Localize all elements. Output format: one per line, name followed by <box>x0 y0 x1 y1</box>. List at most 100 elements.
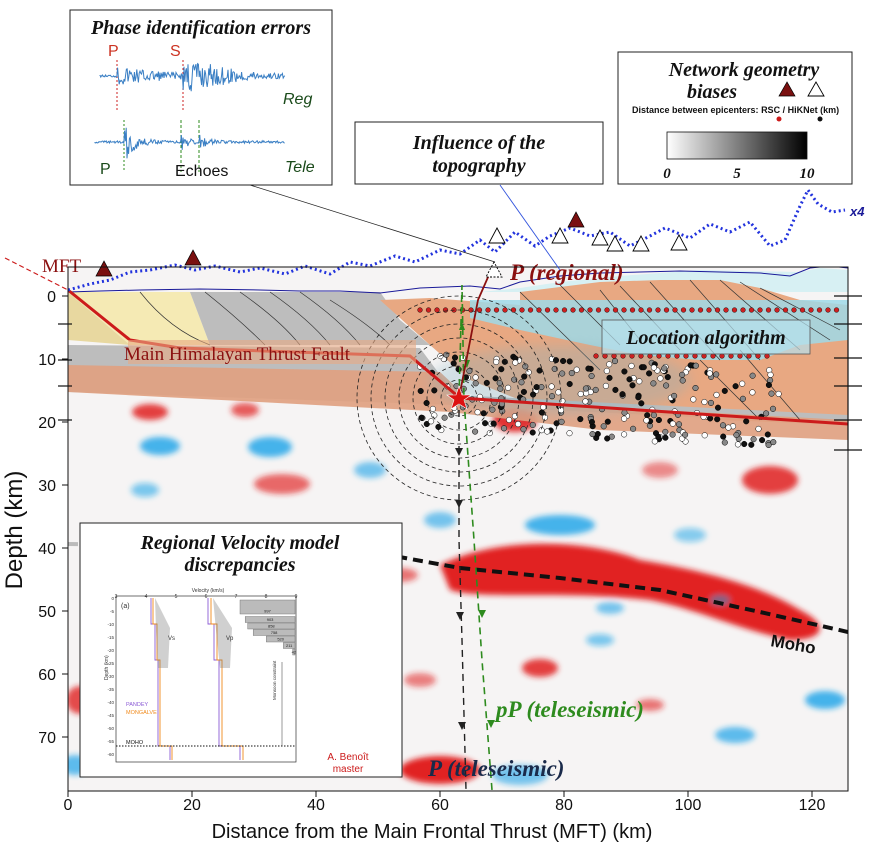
rsc-epicenter-dot <box>578 307 585 313</box>
legend-hiknet: HiKNet <box>788 105 818 115</box>
hypocenter-dot <box>767 371 774 378</box>
hypocenter-dot <box>529 429 536 436</box>
rsc-epicenter-dot <box>638 307 644 313</box>
hypocenter-dot <box>451 354 459 361</box>
hypocenter-dot <box>588 372 595 380</box>
hypocenter-dot <box>559 370 566 377</box>
inset-depth-tick: 0 <box>111 596 114 601</box>
hypocenter-dot <box>692 362 699 369</box>
y-tick-label: 10 <box>38 352 56 369</box>
inset-bar <box>252 629 296 636</box>
pp-teleseismic-ray <box>458 284 493 791</box>
velocity-title-line2: discrepancies <box>184 554 295 576</box>
hypocenter-dot <box>512 359 519 366</box>
inset-depth-tick: -35 <box>107 687 114 692</box>
hypocenter-dot <box>506 416 513 423</box>
rsc-epicenter-dot <box>595 307 602 313</box>
hypocenter-dot <box>743 418 750 425</box>
hypocenter-dot <box>540 404 547 411</box>
hypocenter-dot <box>768 390 775 397</box>
station-hiknet-triangle <box>606 235 624 252</box>
hypocenter-dot <box>651 438 658 445</box>
inset-depth-tick: -5 <box>110 609 114 614</box>
rsc-epicenter-dot <box>774 307 780 313</box>
hypocenter-dot <box>582 385 589 392</box>
x-tick-label: 20 <box>183 797 201 814</box>
topo-scale-label: x4 <box>849 204 865 219</box>
hypocenter-dot <box>518 379 525 386</box>
rsc-epicenter-dot <box>570 307 576 313</box>
hypocenter-dot <box>663 382 670 389</box>
hypocenter-dot <box>739 380 746 387</box>
inset-bar-value: 758 <box>271 630 278 635</box>
x-tick-label: 0 <box>64 797 73 814</box>
phase-p-regional: P <box>108 43 119 60</box>
hypocenter-dot <box>669 420 676 427</box>
mht-label: Main Himalayan Thrust Fault <box>124 344 351 365</box>
teleseismic-tag: Tele <box>285 159 315 176</box>
inset-bar-value: 903 <box>267 617 274 622</box>
svg-text:Vp: Vp <box>226 636 234 642</box>
hypocenter-dot <box>521 373 528 380</box>
rsc-epicenter-dot <box>553 307 559 313</box>
rsc-epicenter-dot <box>731 307 738 313</box>
hypocenter-dot <box>480 410 487 417</box>
hypocenter-dot <box>765 381 772 389</box>
hypocenter-dot <box>657 375 664 382</box>
rsc-epicenter-dot <box>417 307 423 313</box>
hypocenter-dot <box>734 441 741 448</box>
hypocenter-dot <box>498 366 505 373</box>
hypocenter-dot <box>748 441 755 448</box>
hypocenter-dot <box>714 416 721 423</box>
hypocenter-dot <box>482 420 489 427</box>
x-axis-label: Distance from the Main Frontal Thrust (M… <box>212 821 653 843</box>
hypocenter-dot <box>423 420 430 428</box>
rsc-epicenter-dot <box>765 307 772 313</box>
hypocenter-dot <box>679 377 686 384</box>
hiknet-station-icon <box>807 81 825 97</box>
vs-spread <box>155 598 170 668</box>
inset-bar-value: 211 <box>286 643 293 648</box>
inset-depth-tick: -10 <box>107 622 114 627</box>
rsc-epicenter-dot <box>714 307 721 313</box>
hypocenter-dot <box>538 409 545 416</box>
rsc-epicenter-dot <box>833 307 840 313</box>
hypocenter-dot <box>520 388 527 395</box>
regional-tag: Reg <box>283 91 312 108</box>
hypocenter-dot <box>511 376 518 383</box>
hypocenter-dot <box>675 421 683 428</box>
network-title-line1: Network geometry <box>668 59 820 81</box>
hypocenter-dot <box>629 382 636 389</box>
hypocenter-dot <box>662 428 669 435</box>
hypocenter-dot <box>423 399 430 407</box>
y-tick-label: 0 <box>47 289 56 306</box>
hypocenter-dot <box>650 380 657 387</box>
hypocenter-dot <box>638 400 645 407</box>
rsc-epicenter-dot <box>425 307 432 313</box>
distance-colorbar <box>666 131 808 160</box>
hypocenter-dot <box>604 435 611 442</box>
rsc-epicenter-dot <box>740 307 746 313</box>
rsc-epicenter-dot <box>502 307 508 313</box>
hypocenter-dot <box>739 395 746 402</box>
rsc-epicenter-dot <box>510 307 517 313</box>
hypocenter-dot <box>418 414 425 421</box>
hypocenter-dot <box>765 441 772 449</box>
hypocenter-dot <box>636 378 643 385</box>
hypocenter-dot <box>551 365 558 372</box>
hypocenter-dot <box>582 398 589 405</box>
phase-p-teleseismic: P <box>100 161 111 178</box>
station-hiknet-triangle <box>485 261 503 278</box>
hypocenter-dot <box>621 409 628 416</box>
topography-surface <box>68 267 848 294</box>
hypocenter-dot <box>559 397 566 405</box>
rsc-epicenter-dot <box>612 307 619 313</box>
hypocenter-dot <box>770 439 777 446</box>
hypocenter-dot <box>435 423 442 430</box>
inset-depth-tick: -20 <box>107 648 114 653</box>
hypocenter-dot <box>568 370 575 377</box>
location-algorithm-box <box>601 319 811 355</box>
x-tick-label: 80 <box>555 797 573 814</box>
hypocenter-dot <box>635 394 642 401</box>
legend-unit: (km) <box>820 105 839 115</box>
